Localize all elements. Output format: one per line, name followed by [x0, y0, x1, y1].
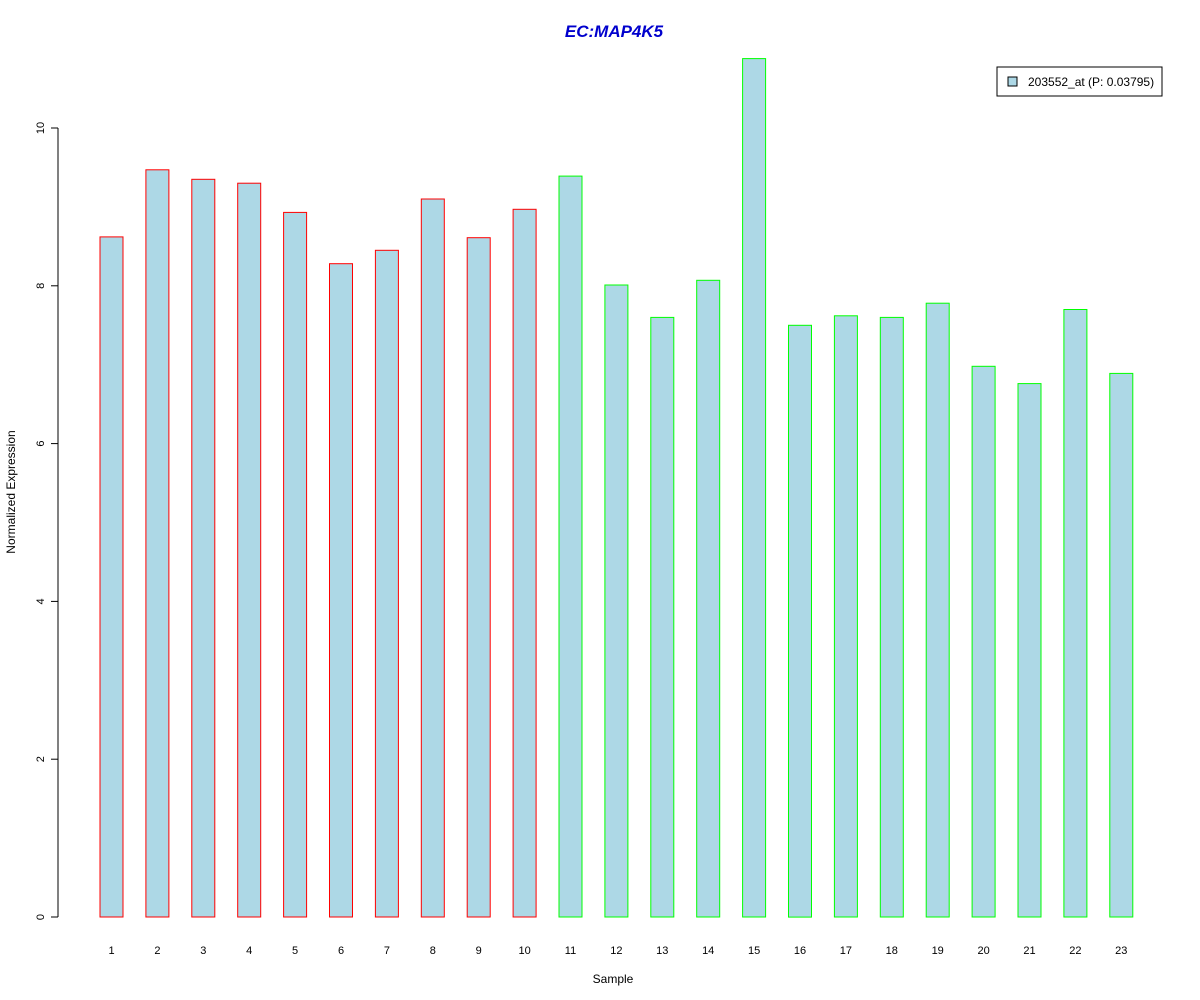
- x-tick-label: 3: [200, 945, 206, 957]
- x-tick-label: 10: [518, 945, 530, 957]
- x-tick-label: 19: [932, 945, 944, 957]
- x-tick-label: 4: [246, 945, 252, 957]
- bar-sample-4: [237, 182, 262, 918]
- y-tick-label: 8: [35, 283, 47, 289]
- x-tick-label: 13: [656, 945, 668, 957]
- x-tick-label: 23: [1115, 945, 1127, 957]
- x-tick-label: 8: [430, 945, 436, 957]
- bar-sample-15: [742, 58, 767, 918]
- legend-label: 203552_at (P: 0.03795): [1028, 75, 1154, 89]
- bar-sample-10: [512, 208, 537, 918]
- x-tick-labels: 1 2 3 4 5 6 7 8 9 10 11 12 13 14 15 16 17 18 19 20 21 22 23: [108, 945, 1127, 957]
- chart-title: EC:MAP4K5: [565, 22, 664, 41]
- x-tick-label: 18: [886, 945, 898, 957]
- x-tick-label: 11: [565, 945, 576, 957]
- bar-sample-20: [971, 365, 996, 918]
- x-tick-label: 14: [702, 945, 714, 957]
- y-tick-label: 2: [35, 756, 47, 762]
- bar-sample-19: [925, 302, 950, 918]
- x-axis-label: Sample: [593, 972, 634, 986]
- y-axis: 0 2 4 6 8 10: [35, 122, 59, 920]
- y-tick-label: 10: [35, 122, 47, 134]
- bar-sample-8: [420, 198, 445, 918]
- bar-sample-13: [650, 316, 675, 918]
- bars: [99, 58, 1134, 918]
- bar-sample-5: [283, 211, 308, 918]
- x-tick-label: 5: [292, 945, 298, 957]
- bar-sample-23: [1109, 372, 1134, 918]
- bar-sample-17: [833, 315, 858, 918]
- legend: 203552_at (P: 0.03795): [996, 66, 1163, 97]
- legend-box: [996, 66, 1163, 97]
- x-tick-label: 9: [476, 945, 482, 957]
- x-tick-label: 1: [108, 945, 114, 957]
- bar-sample-1: [99, 236, 124, 918]
- bar-sample-11: [558, 175, 583, 918]
- bar-sample-18: [879, 316, 904, 918]
- bar-sample-2: [145, 169, 170, 918]
- bar-sample-16: [788, 324, 812, 918]
- bar-sample-9: [466, 237, 491, 918]
- x-tick-label: 6: [338, 945, 344, 957]
- x-tick-label: 15: [748, 945, 760, 957]
- bar-sample-3: [191, 178, 216, 918]
- bar-sample-21: [1017, 383, 1042, 918]
- x-tick-label: 7: [384, 945, 390, 957]
- x-tick-label: 16: [794, 945, 806, 957]
- x-tick-label: 2: [154, 945, 160, 957]
- y-axis-label: Normalized Expression: [4, 430, 18, 553]
- x-tick-label: 12: [610, 945, 622, 957]
- bar-sample-22: [1063, 309, 1088, 918]
- bar-sample-6: [329, 263, 353, 918]
- bar-sample-7: [374, 249, 399, 918]
- y-tick-label: 4: [35, 598, 47, 604]
- x-tick-label: 17: [840, 945, 852, 957]
- bar-sample-14: [696, 279, 721, 918]
- y-tick-label: 0: [35, 914, 47, 920]
- x-tick-label: 21: [1023, 945, 1035, 957]
- legend-swatch: [1007, 76, 1018, 87]
- bar-sample-12: [604, 284, 629, 918]
- y-tick-label: 6: [35, 441, 47, 447]
- x-tick-label: 20: [977, 945, 989, 957]
- x-tick-label: 22: [1069, 945, 1081, 957]
